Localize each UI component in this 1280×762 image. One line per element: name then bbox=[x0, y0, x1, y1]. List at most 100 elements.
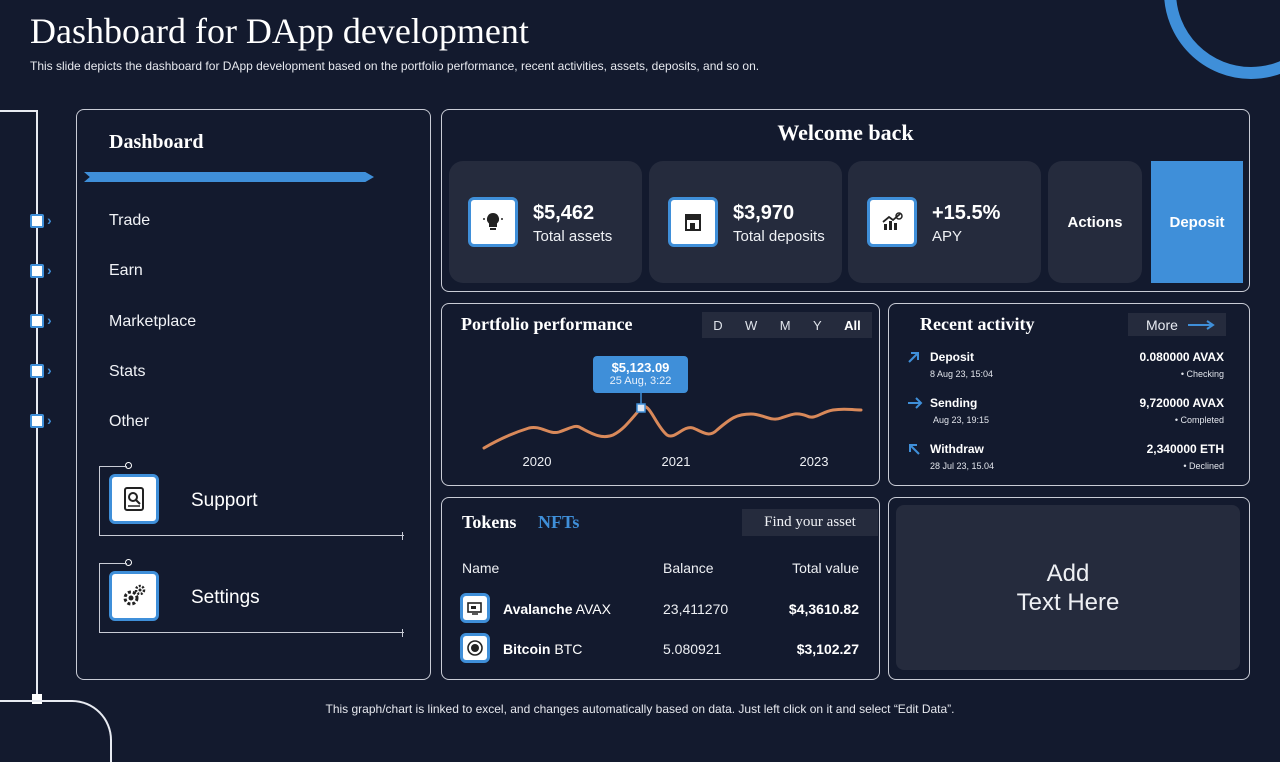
sidebar-title: Dashboard bbox=[109, 131, 204, 153]
growth-chart-icon bbox=[867, 197, 917, 247]
gear-icon bbox=[109, 571, 159, 621]
x-tick-label: 2020 bbox=[523, 454, 552, 469]
timeframe-y[interactable]: Y bbox=[813, 317, 822, 333]
stat-card-apy: +15.5% APY bbox=[848, 161, 1041, 283]
support-card-frame bbox=[99, 466, 404, 536]
settings-label: Settings bbox=[191, 587, 260, 608]
arrow-up-left-icon bbox=[909, 444, 920, 455]
stat-card-total-assets: $5,462 Total assets bbox=[449, 161, 642, 283]
rail-node bbox=[30, 364, 44, 378]
chevron-right-icon: › bbox=[47, 412, 52, 428]
activity-date: 8 Aug 23, 15:04 bbox=[930, 369, 994, 379]
support-button[interactable]: Support bbox=[99, 462, 404, 540]
more-button[interactable]: More bbox=[1128, 313, 1226, 336]
avalanche-icon bbox=[460, 593, 490, 623]
decorative-ring bbox=[1164, 0, 1280, 79]
activity-name: Sending bbox=[930, 396, 978, 410]
table-row[interactable]: Bitcoin BTC 5.080921 $3,102.27 bbox=[459, 631, 861, 665]
sidebar-item-other[interactable]: Other bbox=[109, 413, 150, 430]
sidebar-item-trade[interactable]: Trade bbox=[109, 212, 151, 229]
settings-card-frame bbox=[99, 563, 404, 633]
x-tick-label: 2021 bbox=[662, 454, 691, 469]
stat-label: Total deposits bbox=[733, 228, 825, 245]
rail-node bbox=[30, 314, 44, 328]
more-label: More bbox=[1146, 316, 1178, 333]
stat-label: APY bbox=[932, 228, 963, 245]
page-title: Dashboard for DApp development bbox=[30, 11, 529, 51]
store-icon bbox=[668, 197, 718, 247]
timeframe-all[interactable]: All bbox=[844, 317, 861, 333]
token-balance: 23,411270 bbox=[663, 601, 729, 617]
arrow-right-icon bbox=[1187, 319, 1215, 330]
activity-item[interactable]: Withdraw 28 Jul 23, 15.04 2,340000 ETH •… bbox=[905, 440, 1230, 480]
tab-tokens[interactable]: Tokens bbox=[462, 512, 517, 532]
column-header: Total value bbox=[792, 560, 859, 576]
arrow-up-right-icon bbox=[908, 352, 919, 363]
timeframe-m[interactable]: M bbox=[779, 317, 791, 333]
activity-amount: 2,340000 ETH bbox=[1146, 442, 1224, 456]
support-label: Support bbox=[191, 490, 258, 511]
connector-tick bbox=[402, 629, 403, 637]
timeframe-selector: D W M Y All bbox=[702, 312, 872, 338]
sidebar-item-earn[interactable]: Earn bbox=[109, 262, 143, 279]
settings-button[interactable]: Settings bbox=[99, 559, 404, 637]
placeholder-text: Add Text Here bbox=[896, 505, 1240, 670]
stat-value: +15.5% bbox=[932, 202, 1001, 224]
bulb-icon bbox=[468, 197, 518, 247]
table-row[interactable]: Avalanche AVAX 23,411270 $4,3610.82 bbox=[459, 591, 861, 625]
sidebar-item-stats[interactable]: Stats bbox=[109, 363, 146, 380]
activity-name: Deposit bbox=[930, 350, 975, 364]
recent-activity-title: Recent activity bbox=[920, 314, 1035, 334]
data-point-marker bbox=[636, 403, 646, 413]
stat-label: Total assets bbox=[533, 228, 613, 245]
timeframe-d[interactable]: D bbox=[713, 317, 723, 333]
bitcoin-icon bbox=[460, 633, 490, 663]
activity-status: • Checking bbox=[1180, 369, 1224, 379]
sidebar-title-underline bbox=[84, 172, 374, 182]
activity-status: • Declined bbox=[1183, 461, 1224, 471]
stat-value: $5,462 bbox=[533, 202, 595, 224]
chevron-right-icon: › bbox=[47, 212, 52, 228]
activity-amount: 9,720000 AVAX bbox=[1139, 396, 1225, 410]
sidebar-item-marketplace[interactable]: Marketplace bbox=[109, 313, 197, 330]
column-header: Balance bbox=[663, 560, 714, 576]
activity-name: Withdraw bbox=[930, 442, 984, 456]
token-value: $3,102.27 bbox=[796, 641, 859, 657]
arrow-right-icon bbox=[908, 397, 923, 409]
footer-note: This graph/chart is linked to excel, and… bbox=[325, 702, 955, 716]
deposit-button[interactable]: Deposit bbox=[1151, 161, 1243, 283]
rail-node bbox=[30, 264, 44, 278]
portfolio-line bbox=[482, 404, 863, 450]
connector-tick bbox=[402, 532, 403, 540]
stat-value: $3,970 bbox=[733, 202, 795, 224]
activity-item[interactable]: Sending Aug 23, 19:15 9,720000 AVAX • Co… bbox=[905, 394, 1230, 434]
support-icon bbox=[109, 474, 159, 524]
rail-node bbox=[30, 214, 44, 228]
welcome-title: Welcome back bbox=[777, 120, 914, 145]
token-balance: 5.080921 bbox=[663, 641, 722, 657]
timeframe-w[interactable]: W bbox=[745, 317, 758, 333]
stat-card-total-deposits: $3,970 Total deposits bbox=[649, 161, 842, 283]
chevron-right-icon: › bbox=[47, 262, 52, 278]
rail-line bbox=[36, 110, 38, 698]
find-asset-button[interactable]: Find your asset bbox=[742, 509, 878, 536]
tab-nfts[interactable]: NFTs bbox=[538, 512, 580, 532]
activity-item[interactable]: Deposit 8 Aug 23, 15:04 0.080000 AVAX • … bbox=[905, 348, 1230, 388]
connector-line bbox=[99, 563, 127, 564]
column-header: Name bbox=[462, 560, 500, 576]
portfolio-chart: 2020 2021 2023 bbox=[482, 392, 863, 469]
chevron-right-icon: › bbox=[47, 312, 52, 328]
rail-end-marker bbox=[32, 694, 42, 704]
activity-amount: 0.080000 AVAX bbox=[1139, 350, 1225, 364]
token-value: $4,3610.82 bbox=[788, 601, 859, 617]
actions-label: Actions bbox=[1067, 213, 1123, 231]
connector-dot bbox=[125, 559, 132, 566]
rail-node bbox=[30, 414, 44, 428]
deposit-label: Deposit bbox=[1169, 213, 1225, 231]
x-tick-label: 2023 bbox=[800, 454, 829, 469]
actions-button[interactable]: Actions bbox=[1048, 161, 1142, 283]
activity-status: • Completed bbox=[1174, 415, 1224, 425]
rail-line-top bbox=[0, 110, 38, 112]
connector-line bbox=[99, 466, 127, 467]
activity-date: Aug 23, 19:15 bbox=[933, 415, 990, 425]
